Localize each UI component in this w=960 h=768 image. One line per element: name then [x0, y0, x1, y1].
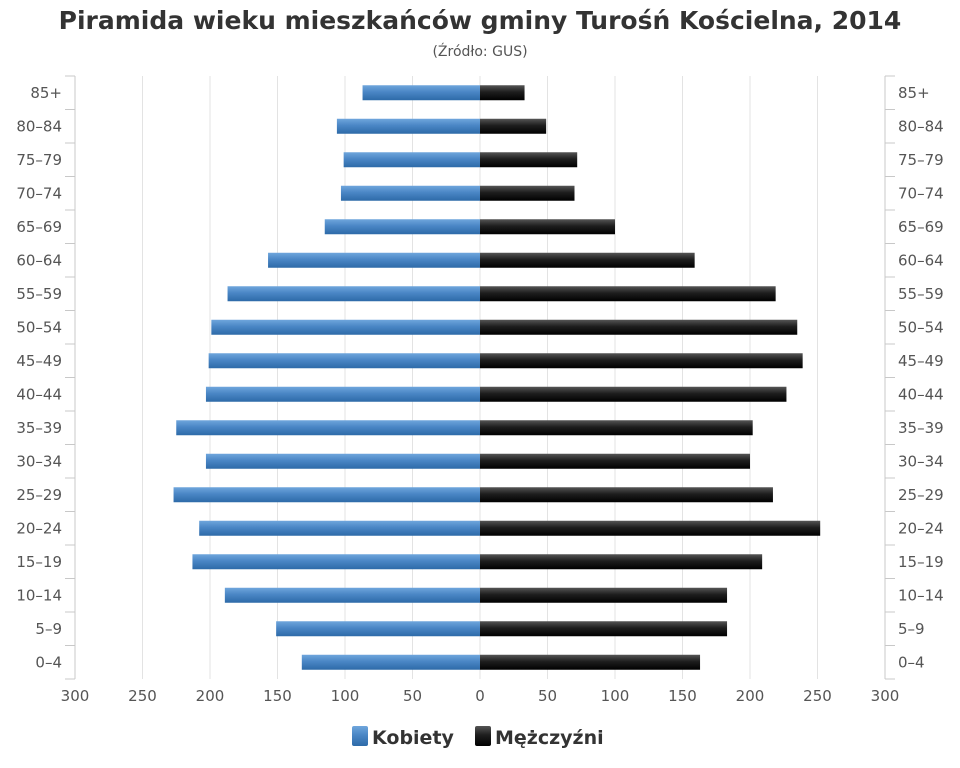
- x-tick-label: 250: [803, 687, 832, 705]
- category-label-right: 80–84: [898, 117, 944, 135]
- x-tick-label: 200: [736, 687, 765, 705]
- bar-mezczyzni: [480, 654, 701, 670]
- legend: Kobiety Mężczyźni: [352, 726, 604, 749]
- x-tick-label: 250: [128, 687, 157, 705]
- x-tick-label: 150: [668, 687, 697, 705]
- bar-mezczyzni: [480, 252, 695, 268]
- category-label-right: 75–79: [898, 151, 944, 169]
- bar-kobiety: [343, 152, 480, 168]
- category-label-left: 80–84: [16, 117, 62, 135]
- x-tick-label: 50: [403, 687, 422, 705]
- bar-kobiety: [173, 487, 481, 503]
- bar-mezczyzni: [480, 420, 753, 436]
- legend-swatch-mezczyzni: [475, 726, 491, 746]
- bar-kobiety: [301, 654, 480, 670]
- bar-kobiety: [205, 453, 480, 469]
- category-label-right: 65–69: [898, 218, 944, 236]
- x-tick-label: 300: [871, 687, 900, 705]
- category-label-right: 20–24: [898, 519, 944, 537]
- category-label-right: 25–29: [898, 486, 944, 504]
- bar-kobiety: [340, 185, 480, 201]
- bar-mezczyzni: [480, 554, 763, 570]
- x-tick-label: 200: [196, 687, 225, 705]
- bar-mezczyzni: [480, 185, 575, 201]
- category-label-right: 30–34: [898, 452, 944, 470]
- category-label-left: 15–19: [16, 553, 62, 571]
- bar-mezczyzni: [480, 118, 547, 134]
- category-label-left: 50–54: [16, 318, 62, 336]
- category-label-left: 55–59: [16, 285, 62, 303]
- bar-kobiety: [199, 520, 480, 536]
- category-label-right: 85+: [898, 84, 930, 102]
- bar-mezczyzni: [480, 85, 525, 101]
- bar-kobiety: [324, 219, 480, 235]
- legend-swatch-kobiety: [352, 726, 368, 746]
- bar-kobiety: [192, 554, 480, 570]
- category-label-right: 10–14: [898, 586, 944, 604]
- bar-kobiety: [268, 252, 480, 268]
- bar-kobiety: [208, 353, 480, 369]
- category-label-right: 5–9: [898, 620, 925, 638]
- category-label-right: 60–64: [898, 251, 944, 269]
- bar-kobiety: [224, 587, 480, 603]
- bar-mezczyzni: [480, 587, 728, 603]
- category-label-left: 20–24: [16, 519, 62, 537]
- category-label-right: 35–39: [898, 419, 944, 437]
- bar-kobiety: [362, 85, 480, 101]
- bar-kobiety: [276, 621, 480, 637]
- x-tick-label: 0: [475, 687, 485, 705]
- category-label-left: 40–44: [16, 385, 62, 403]
- chart-title: Piramida wieku mieszkańców gminy Turośń …: [58, 6, 902, 35]
- x-tick-label: 150: [263, 687, 292, 705]
- bar-mezczyzni: [480, 487, 773, 503]
- x-tick-label: 300: [61, 687, 90, 705]
- legend-label-kobiety: Kobiety: [372, 727, 455, 749]
- category-label-left: 10–14: [16, 586, 62, 604]
- bar-mezczyzni: [480, 319, 798, 335]
- category-label-right: 70–74: [898, 184, 944, 202]
- bar-mezczyzni: [480, 621, 728, 637]
- bar-kobiety: [176, 420, 480, 436]
- bar-mezczyzni: [480, 453, 750, 469]
- category-label-right: 0–4: [898, 653, 925, 671]
- bar-kobiety: [211, 319, 480, 335]
- bar-kobiety: [227, 286, 480, 302]
- legend-label-mezczyzni: Mężczyźni: [495, 727, 604, 749]
- x-tick-label: 100: [601, 687, 630, 705]
- bar-mezczyzni: [480, 386, 787, 402]
- category-label-left: 70–74: [16, 184, 62, 202]
- bar-mezczyzni: [480, 152, 578, 168]
- chart-subtitle: (Źródło: GUS): [432, 44, 528, 60]
- bar-mezczyzni: [480, 520, 821, 536]
- bar-kobiety: [205, 386, 480, 402]
- bar-mezczyzni: [480, 219, 615, 235]
- category-label-left: 25–29: [16, 486, 62, 504]
- x-tick-label: 100: [331, 687, 360, 705]
- category-label-right: 45–49: [898, 352, 944, 370]
- bar-mezczyzni: [480, 353, 803, 369]
- category-label-left: 0–4: [35, 653, 62, 671]
- x-tick-label: 50: [538, 687, 557, 705]
- bar-kobiety: [336, 118, 480, 134]
- category-label-left: 65–69: [16, 218, 62, 236]
- category-label-right: 15–19: [898, 553, 944, 571]
- category-label-left: 45–49: [16, 352, 62, 370]
- category-label-left: 60–64: [16, 251, 62, 269]
- category-label-left: 5–9: [35, 620, 62, 638]
- category-label-right: 55–59: [898, 285, 944, 303]
- category-label-right: 40–44: [898, 385, 944, 403]
- bar-mezczyzni: [480, 286, 776, 302]
- category-label-left: 75–79: [16, 151, 62, 169]
- category-label-left: 35–39: [16, 419, 62, 437]
- category-label-left: 85+: [30, 84, 62, 102]
- category-label-left: 30–34: [16, 452, 62, 470]
- category-label-right: 50–54: [898, 318, 944, 336]
